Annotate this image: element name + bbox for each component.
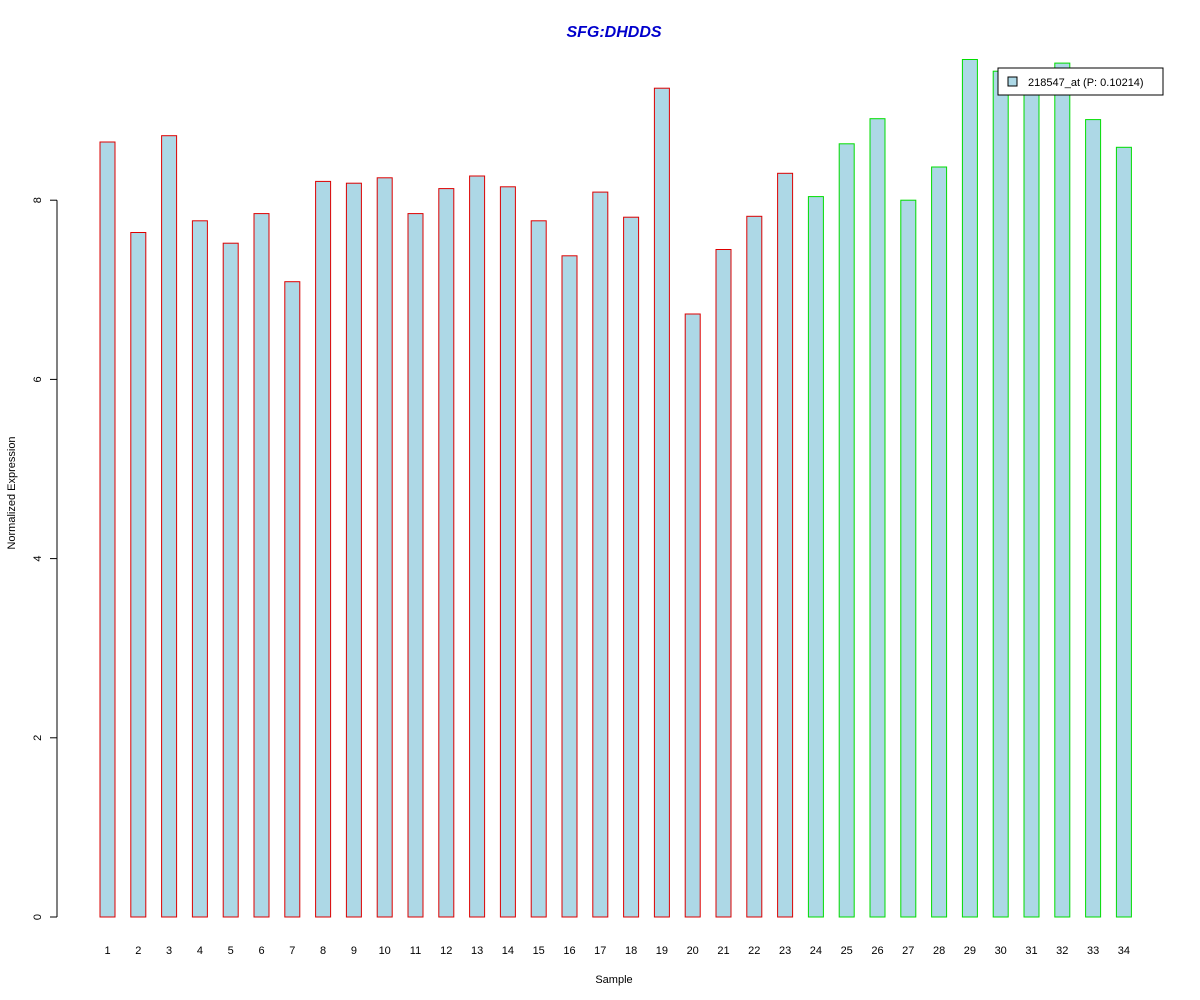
bar-sample-21 <box>715 249 732 918</box>
y-axis: 0 2 4 6 8 <box>32 197 58 920</box>
x-tick-label: 10 <box>379 945 391 957</box>
bar-sample-33 <box>1085 119 1102 918</box>
bar-sample-19 <box>653 87 670 918</box>
bar-sample-28 <box>931 166 948 918</box>
bar-sample-22 <box>746 215 763 918</box>
legend-swatch <box>1007 76 1018 87</box>
bar-sample-16 <box>561 255 578 918</box>
x-tick-label: 25 <box>841 945 853 957</box>
x-tick-label: 2 <box>135 945 141 957</box>
y-tick-label: 4 <box>32 556 44 562</box>
bar-sample-25 <box>838 143 855 918</box>
x-tick-label: 26 <box>871 945 883 957</box>
x-tick-label: 7 <box>289 945 295 957</box>
y-tick-label: 8 <box>32 197 44 203</box>
x-tick-label: 19 <box>656 945 668 957</box>
x-tick-label: 16 <box>563 945 575 957</box>
x-tick-label: 31 <box>1025 945 1037 957</box>
bar-sample-30 <box>992 70 1009 918</box>
y-tick-label: 2 <box>32 735 44 741</box>
x-tick-label: 9 <box>351 945 357 957</box>
x-axis-title: Sample <box>595 974 632 986</box>
bar-sample-13 <box>469 175 486 918</box>
x-tick-label: 29 <box>964 945 976 957</box>
legend-box <box>997 67 1164 96</box>
x-tick-label: 6 <box>258 945 264 957</box>
bar-sample-24 <box>807 196 824 918</box>
bar-sample-2 <box>130 232 147 918</box>
bar-sample-26 <box>869 118 886 918</box>
bar-sample-17 <box>592 191 609 918</box>
x-tick-label: 17 <box>594 945 606 957</box>
x-tick-label: 12 <box>440 945 452 957</box>
x-tick-label: 14 <box>502 945 514 957</box>
x-tick-label: 30 <box>995 945 1007 957</box>
x-tick-label: 27 <box>902 945 914 957</box>
x-tick-label: 18 <box>625 945 637 957</box>
bar-sample-15 <box>530 220 547 918</box>
x-tick-label: 13 <box>471 945 483 957</box>
bar-sample-23 <box>777 172 794 918</box>
bar-sample-4 <box>191 220 208 918</box>
legend: 218547_at (P: 0.10214) <box>997 67 1164 96</box>
x-tick-label: 3 <box>166 945 172 957</box>
bar-sample-18 <box>623 216 640 918</box>
bar-sample-7 <box>284 281 301 918</box>
bar-sample-10 <box>376 177 393 918</box>
bar-sample-1 <box>99 141 116 918</box>
bar-sample-27 <box>900 199 917 918</box>
x-tick-label: 20 <box>687 945 699 957</box>
y-tick-label: 0 <box>32 914 44 920</box>
y-tick-label: 6 <box>32 376 44 382</box>
x-tick-label: 33 <box>1087 945 1099 957</box>
bars-group <box>99 59 1132 918</box>
bar-sample-9 <box>345 182 362 918</box>
bar-sample-11 <box>407 213 424 918</box>
bar-sample-5 <box>222 242 239 918</box>
y-axis-title: Normalized Expression <box>6 436 18 549</box>
x-tick-label: 8 <box>320 945 326 957</box>
x-tick-label: 4 <box>197 945 203 957</box>
x-tick-label: 22 <box>748 945 760 957</box>
x-tick-label: 15 <box>533 945 545 957</box>
x-tick-label: 34 <box>1118 945 1130 957</box>
bar-sample-20 <box>684 313 701 918</box>
bar-sample-32 <box>1054 62 1071 918</box>
bar-sample-29 <box>961 59 978 918</box>
x-tick-label: 5 <box>228 945 234 957</box>
bar-sample-34 <box>1115 146 1132 918</box>
x-tick-label: 32 <box>1056 945 1068 957</box>
x-tick-label: 21 <box>717 945 729 957</box>
x-tick-label: 23 <box>779 945 791 957</box>
x-tick-label: 1 <box>104 945 110 957</box>
bar-sample-14 <box>499 186 516 918</box>
bar-sample-12 <box>438 188 455 918</box>
chart-title: SFG:DHDDS <box>566 24 661 41</box>
x-tick-label: 24 <box>810 945 822 957</box>
bar-sample-6 <box>253 213 270 918</box>
bar-sample-3 <box>161 135 178 918</box>
bar-sample-31 <box>1023 83 1040 918</box>
bar-sample-8 <box>315 180 332 918</box>
x-tick-label: 28 <box>933 945 945 957</box>
x-tick-labels: 1 2 3 4 5 6 7 8 9 10 11 12 13 14 15 16 17 18 19 20 21 22 23 24 2… <box>104 945 1130 957</box>
legend-label: 218547_at (P: 0.10214) <box>1028 77 1144 89</box>
x-tick-label: 11 <box>410 945 421 957</box>
